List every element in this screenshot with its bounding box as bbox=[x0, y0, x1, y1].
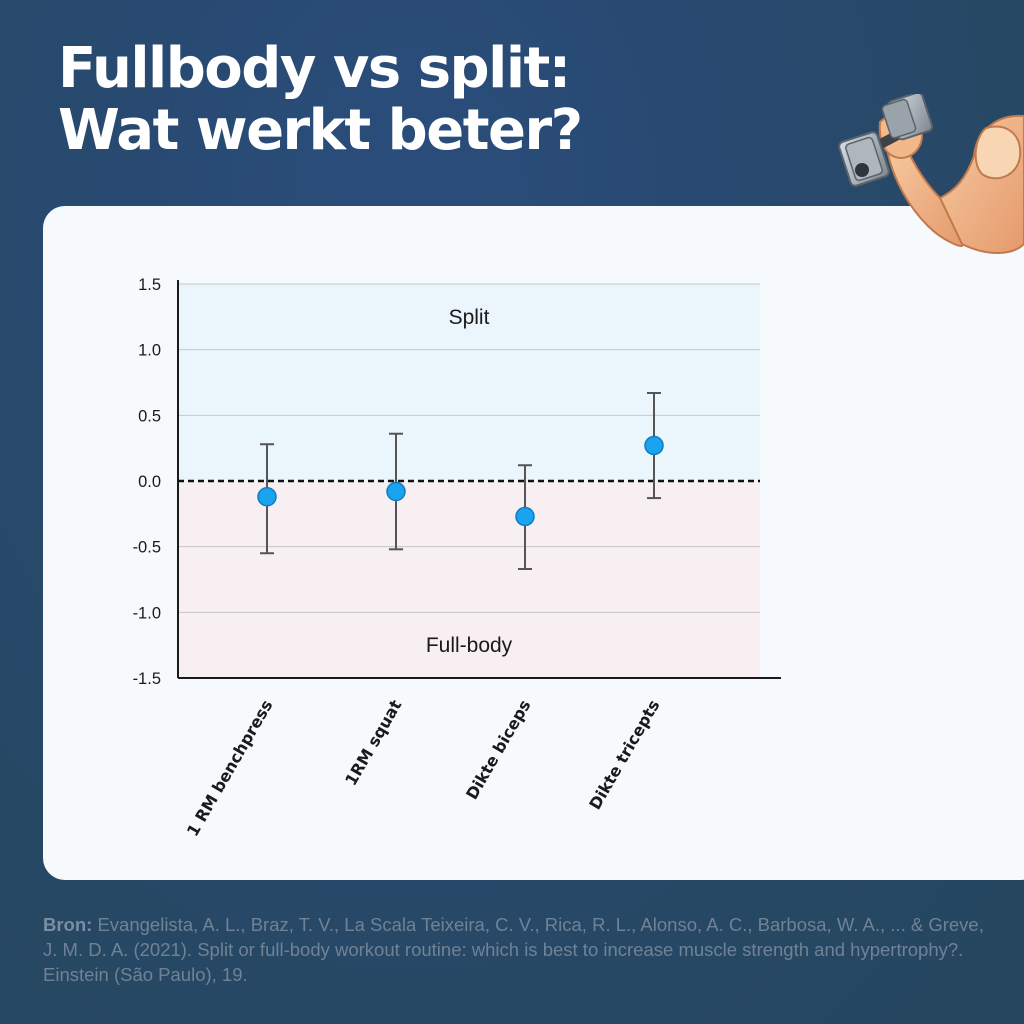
title-line-1: Fullbody vs split: bbox=[58, 36, 571, 101]
y-tick-label: -1.0 bbox=[133, 604, 161, 622]
data-point bbox=[386, 481, 406, 502]
x-tick-label: 1 RM benchpress bbox=[183, 697, 277, 840]
region-label-0: Split bbox=[449, 306, 490, 329]
title-line-2: Wat werkt beter? bbox=[58, 98, 583, 163]
chart-card: Split Full-body 1.5 1.0 0.5 0.0 -0.5 -1.0 -1.5 … bbox=[43, 206, 1024, 880]
data-point bbox=[515, 506, 535, 527]
y-tick-label: -1.5 bbox=[133, 670, 161, 688]
x-tick-label: 1RM squat bbox=[341, 696, 406, 789]
region-band-1 bbox=[178, 481, 760, 678]
data-point bbox=[644, 435, 664, 456]
y-tick-label: 0.0 bbox=[138, 473, 161, 491]
y-tick-label: 1.5 bbox=[138, 276, 161, 294]
data-point bbox=[257, 487, 277, 507]
source-label: Bron: bbox=[43, 914, 93, 935]
region-label-1: Full-body bbox=[426, 634, 513, 657]
source-text: Evangelista, A. L., Braz, T. V., La Scal… bbox=[43, 914, 984, 985]
x-tick-label: Dikte biceps bbox=[462, 697, 534, 803]
flexed-arm-dumbbell-icon bbox=[838, 94, 1024, 254]
source-citation: Bron: Evangelista, A. L., Braz, T. V., L… bbox=[43, 912, 993, 987]
x-tick-label: Dikte tricepts bbox=[585, 697, 663, 813]
y-tick-label: 0.5 bbox=[138, 407, 161, 425]
page-title: Fullbody vs split: Wat werkt beter? bbox=[58, 36, 583, 163]
y-tick-label: 1.0 bbox=[138, 342, 161, 360]
y-tick-label: -0.5 bbox=[133, 539, 161, 557]
